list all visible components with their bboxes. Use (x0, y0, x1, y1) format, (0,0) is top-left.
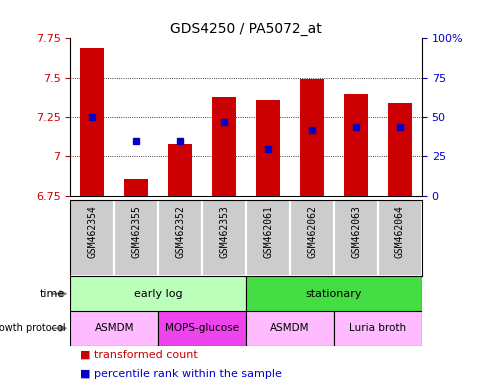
Text: growth protocol: growth protocol (0, 323, 65, 333)
Text: Luria broth: Luria broth (348, 323, 406, 333)
Text: time: time (40, 289, 65, 299)
Text: ■ percentile rank within the sample: ■ percentile rank within the sample (80, 369, 281, 379)
Text: GSM462352: GSM462352 (175, 205, 185, 258)
Text: MOPS-glucose: MOPS-glucose (165, 323, 239, 333)
FancyBboxPatch shape (70, 200, 114, 276)
Text: GSM462355: GSM462355 (131, 205, 141, 258)
Bar (168, 144, 192, 196)
Text: ■ transformed count: ■ transformed count (80, 349, 197, 359)
Text: GSM462354: GSM462354 (87, 205, 97, 258)
FancyBboxPatch shape (114, 200, 158, 276)
FancyBboxPatch shape (333, 200, 377, 276)
Bar (387, 103, 411, 196)
Bar (343, 93, 367, 196)
Bar (245, 276, 421, 311)
Bar (212, 97, 236, 196)
Bar (124, 179, 148, 196)
Text: stationary: stationary (305, 289, 362, 299)
FancyBboxPatch shape (245, 200, 289, 276)
Bar (256, 100, 280, 196)
Bar (80, 48, 104, 196)
Bar (70, 276, 245, 311)
Text: early log: early log (134, 289, 182, 299)
Bar (245, 311, 333, 346)
Title: GDS4250 / PA5072_at: GDS4250 / PA5072_at (170, 22, 321, 36)
FancyBboxPatch shape (158, 200, 202, 276)
Bar (333, 311, 421, 346)
Text: ASMDM: ASMDM (270, 323, 309, 333)
FancyBboxPatch shape (202, 200, 245, 276)
FancyBboxPatch shape (377, 200, 421, 276)
Text: GSM462062: GSM462062 (306, 205, 317, 258)
Text: GSM462061: GSM462061 (263, 205, 272, 258)
Text: GSM462063: GSM462063 (350, 205, 360, 258)
Text: GSM462064: GSM462064 (394, 205, 404, 258)
Text: ASMDM: ASMDM (94, 323, 134, 333)
Bar (70, 311, 158, 346)
Bar (158, 311, 245, 346)
Text: GSM462353: GSM462353 (219, 205, 228, 258)
FancyBboxPatch shape (289, 200, 333, 276)
Bar (300, 79, 323, 196)
